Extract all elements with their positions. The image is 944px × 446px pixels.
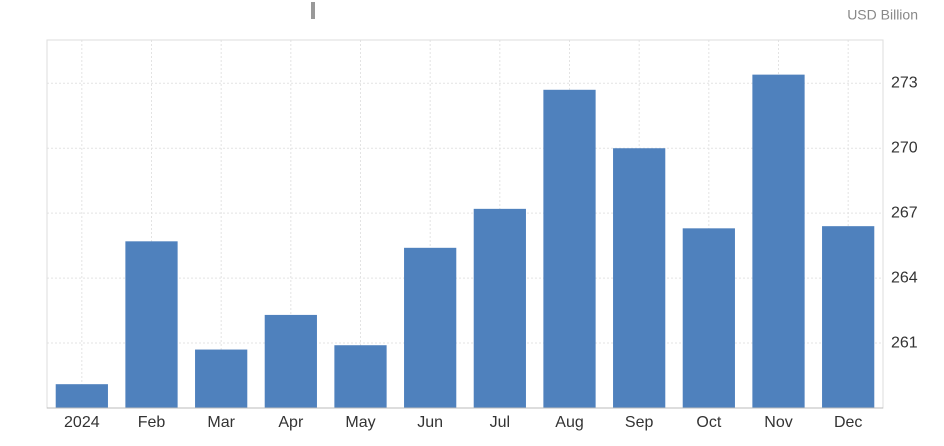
x-tick-label: Dec: [834, 414, 862, 431]
x-tick-label: Jun: [417, 414, 443, 431]
x-tick-label: Feb: [138, 414, 166, 431]
y-tick-label: 264: [891, 269, 918, 286]
y-tick-label: 267: [891, 204, 918, 221]
x-tick-label: Aug: [555, 414, 583, 431]
bar: [264, 314, 317, 408]
y-tick-label: 273: [891, 75, 918, 92]
x-tick-label: May: [345, 414, 375, 431]
bar: [125, 241, 178, 408]
bar: [822, 226, 875, 408]
x-tick-label: Mar: [207, 414, 235, 431]
bar: [404, 247, 457, 408]
unit-label: USD Billion: [847, 7, 918, 23]
bar: [473, 208, 526, 408]
bar: [613, 148, 666, 408]
bar: [543, 89, 596, 408]
y-tick-label: 270: [891, 139, 918, 156]
bar: [334, 345, 387, 408]
y-tick-label: 261: [891, 334, 918, 351]
bar: [752, 74, 805, 409]
bar: [195, 349, 248, 408]
x-tick-label: 2024: [64, 414, 100, 431]
x-tick-label: Oct: [696, 414, 721, 431]
x-tick-label: Nov: [764, 414, 792, 431]
bar: [55, 384, 108, 408]
drag-handle: [311, 2, 315, 19]
x-tick-label: Sep: [625, 414, 654, 431]
bar: [682, 228, 735, 408]
x-tick-label: Jul: [490, 414, 510, 431]
x-tick-label: Apr: [278, 414, 304, 431]
bars: [55, 74, 875, 409]
